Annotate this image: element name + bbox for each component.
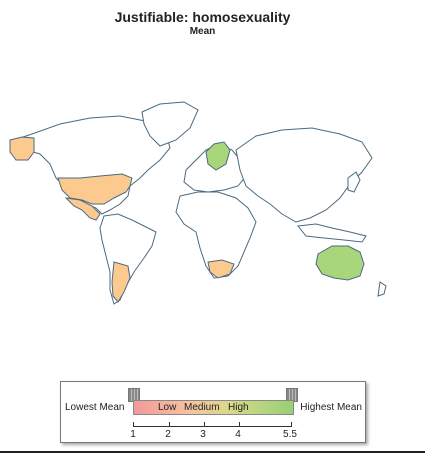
- tick-label: 3: [200, 429, 206, 440]
- region-africa[interactable]: [175, 191, 257, 279]
- region-new-zealand[interactable]: [377, 281, 387, 297]
- region-indonesia[interactable]: [297, 223, 367, 243]
- country-australia[interactable]: [315, 245, 365, 281]
- country-south-africa[interactable]: [207, 259, 235, 279]
- scale-axis: [133, 422, 292, 427]
- region-south-america[interactable]: [99, 213, 157, 305]
- region-greenland[interactable]: [141, 101, 199, 147]
- country-united-states[interactable]: [57, 173, 133, 205]
- region-north-america[interactable]: [12, 115, 171, 215]
- region-asia[interactable]: [235, 127, 373, 223]
- region-japan[interactable]: [347, 171, 361, 193]
- axis-tick: [169, 422, 170, 426]
- tick-label: 5.5: [283, 429, 297, 440]
- lowest-mean-label: Lowest Mean: [65, 402, 125, 413]
- country-sweden[interactable]: [205, 141, 231, 171]
- tick-label: 1: [130, 429, 136, 440]
- axis-tick: [204, 422, 205, 426]
- map-title: Justifiable: homosexuality: [114, 9, 291, 25]
- map-subtitle: Mean: [189, 26, 216, 37]
- axis-tick: [239, 422, 240, 426]
- scale-segment-high: High: [228, 402, 249, 413]
- country-mexico[interactable]: [64, 197, 101, 221]
- scale-segment-medium: Medium: [184, 402, 220, 413]
- tick-label: 2: [165, 429, 171, 440]
- country-argentina[interactable]: [111, 261, 131, 303]
- world-map: [9, 101, 387, 305]
- country-canada[interactable]: [9, 136, 35, 161]
- bottom-rule: [0, 451, 425, 453]
- color-scale-bar: Low Medium High: [133, 400, 294, 415]
- legend-panel: Lowest Mean Highest Mean Low Medium High…: [60, 381, 366, 443]
- tick-label: 4: [235, 429, 241, 440]
- scale-segment-low: Low: [158, 402, 177, 413]
- highest-mean-label: Highest Mean: [300, 402, 362, 413]
